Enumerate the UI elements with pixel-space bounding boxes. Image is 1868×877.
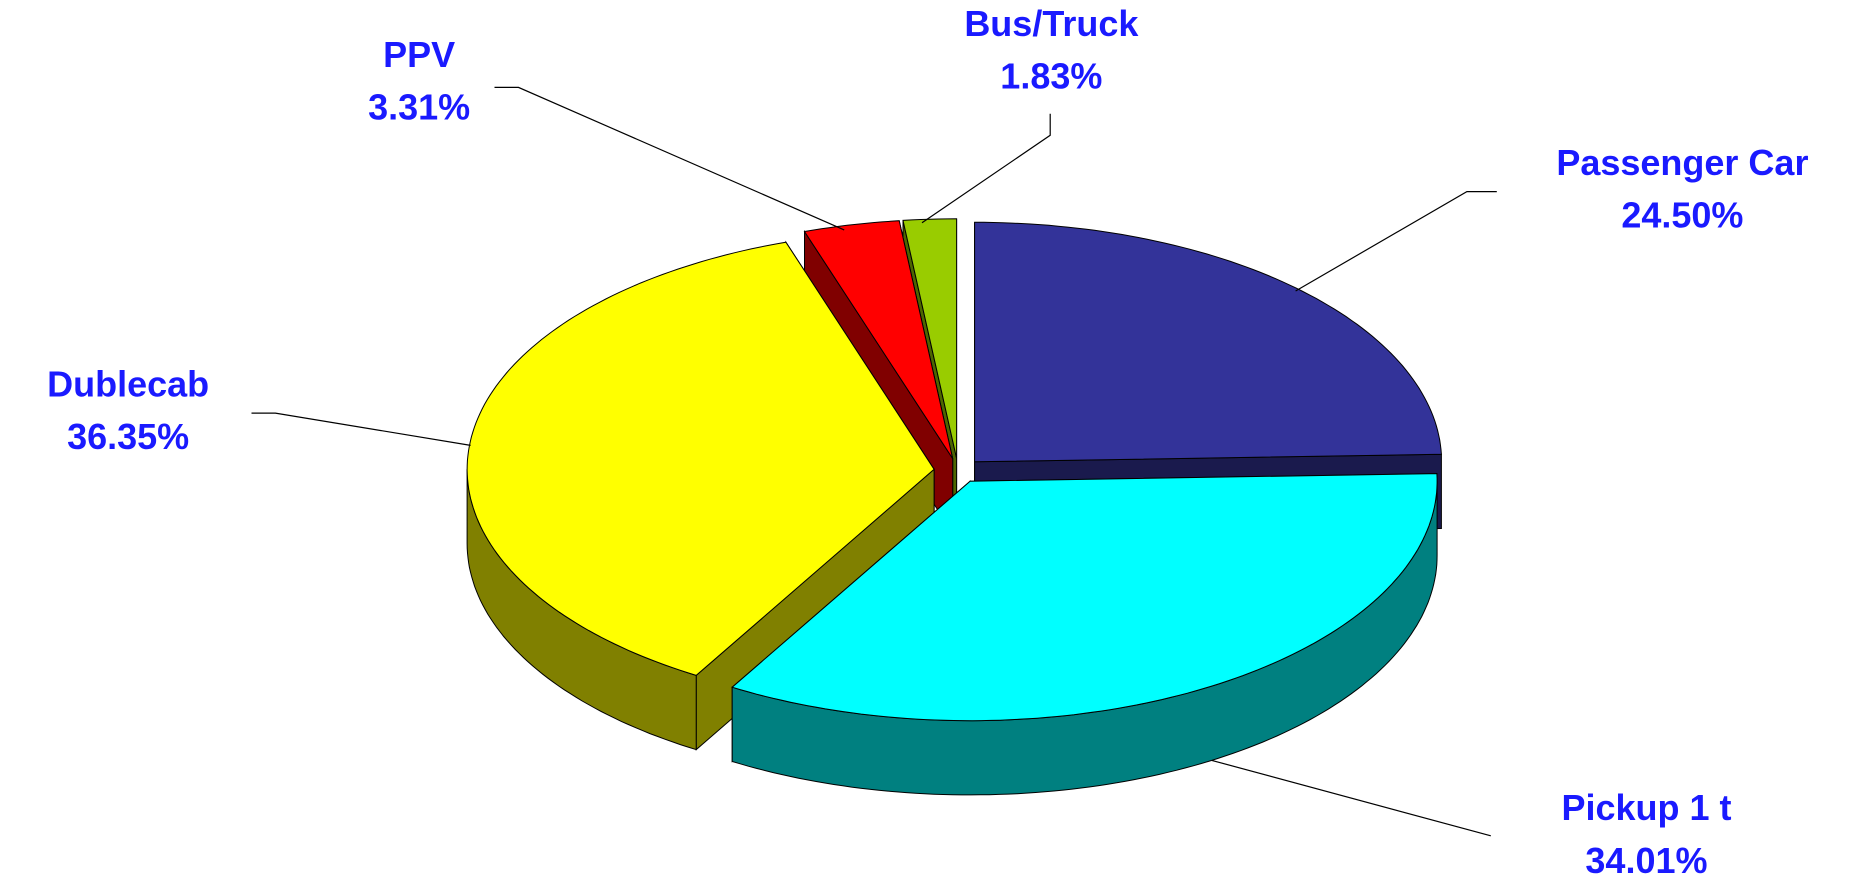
slice	[902, 218, 958, 459]
slice-value-label: 1.83%	[1000, 56, 1102, 97]
leader-line	[251, 412, 471, 446]
slice-label: PPV	[383, 34, 455, 75]
slice	[466, 241, 935, 676]
slice-label: Dublecab	[47, 363, 209, 404]
slice-value-label: 36.35%	[67, 416, 189, 457]
leader-line	[494, 86, 845, 231]
slice	[974, 221, 1442, 463]
slice-label: Passenger Car	[1556, 142, 1808, 183]
slice-value-label: 3.31%	[368, 87, 470, 128]
slice	[803, 220, 954, 459]
leader-line	[1295, 191, 1497, 292]
slice	[731, 473, 1438, 722]
leader-line	[921, 113, 1051, 224]
slice-value-label: 34.01%	[1585, 840, 1707, 877]
slice-label: Bus/Truck	[964, 3, 1139, 44]
leader-line	[1211, 759, 1491, 837]
slice-label: Pickup 1 t	[1561, 787, 1731, 828]
slice-value-label: 24.50%	[1621, 194, 1743, 235]
